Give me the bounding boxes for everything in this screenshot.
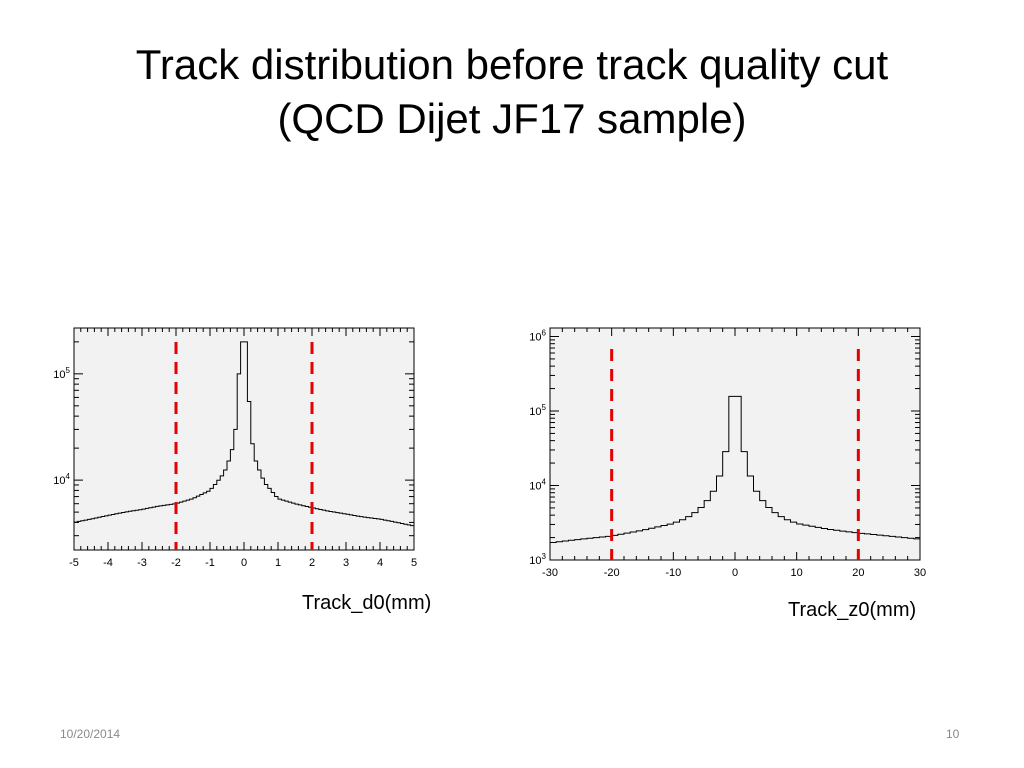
- d0-y-tick-label: 105: [53, 366, 70, 381]
- z0-x-tick-label: 0: [732, 567, 738, 579]
- z0-y-tick-label: 105: [529, 403, 546, 418]
- d0-x-tick-label: -3: [137, 557, 147, 569]
- z0-x-tick-label: -30: [542, 567, 558, 579]
- d0-x-tick-label: -4: [103, 557, 113, 569]
- z0-x-tick-label: 10: [791, 567, 803, 579]
- footer-date: 10/20/2014: [60, 727, 121, 741]
- d0-x-tick-label: 4: [377, 557, 383, 569]
- d0-x-tick-label: 0: [241, 557, 247, 569]
- track-d0-histogram-svg: -5 -4 -3 -2 -1 0 1 2 3 4 5 104 105: [53, 327, 417, 569]
- z0-x-tick-label: 20: [852, 567, 864, 579]
- z0-y-tick-label: 104: [529, 477, 546, 492]
- d0-x-tick-label: 1: [275, 557, 281, 569]
- d0-histogram-line: [74, 341, 414, 527]
- track-z0-histogram-svg: -30 -20 -10 0 10 20 30 103 104 105 106: [529, 327, 926, 579]
- z0-y-tick-label: 106: [529, 328, 546, 343]
- d0-histogram-fill: [74, 341, 414, 550]
- track-z0-histogram: -30 -20 -10 0 10 20 30 103 104 105 106: [506, 320, 932, 582]
- z0-y-tick-label: 103: [529, 552, 546, 567]
- z0-x-tick-label: -20: [604, 567, 620, 579]
- z0-x-tick-label: 30: [914, 567, 926, 579]
- z0-histogram-fill: [550, 396, 920, 560]
- track-d0-histogram: -5 -4 -3 -2 -1 0 1 2 3 4 5 104 105: [30, 320, 430, 570]
- d0-x-tick-label: -1: [205, 557, 215, 569]
- d0-y-tick-label: 104: [53, 472, 70, 487]
- d0-x-tick-label: 3: [343, 557, 349, 569]
- slide-title-line-2: (QCD Dijet JF17 sample): [277, 95, 747, 142]
- z0-x-tick-label: -10: [665, 567, 681, 579]
- slide-title-line-1: Track distribution before track quality …: [135, 41, 889, 88]
- d0-x-tick-label: -2: [171, 557, 181, 569]
- d0-x-tick-label: -5: [69, 557, 79, 569]
- track-d0-axis-label: Track_d0(mm): [302, 592, 432, 614]
- d0-x-tick-label: 2: [309, 557, 315, 569]
- d0-x-tick-label: 5: [411, 557, 417, 569]
- slide-title: Track distribution before track quality …: [40, 38, 984, 146]
- footer-page-number: 10: [946, 727, 960, 741]
- track-z0-axis-label: Track_z0(mm): [788, 599, 917, 621]
